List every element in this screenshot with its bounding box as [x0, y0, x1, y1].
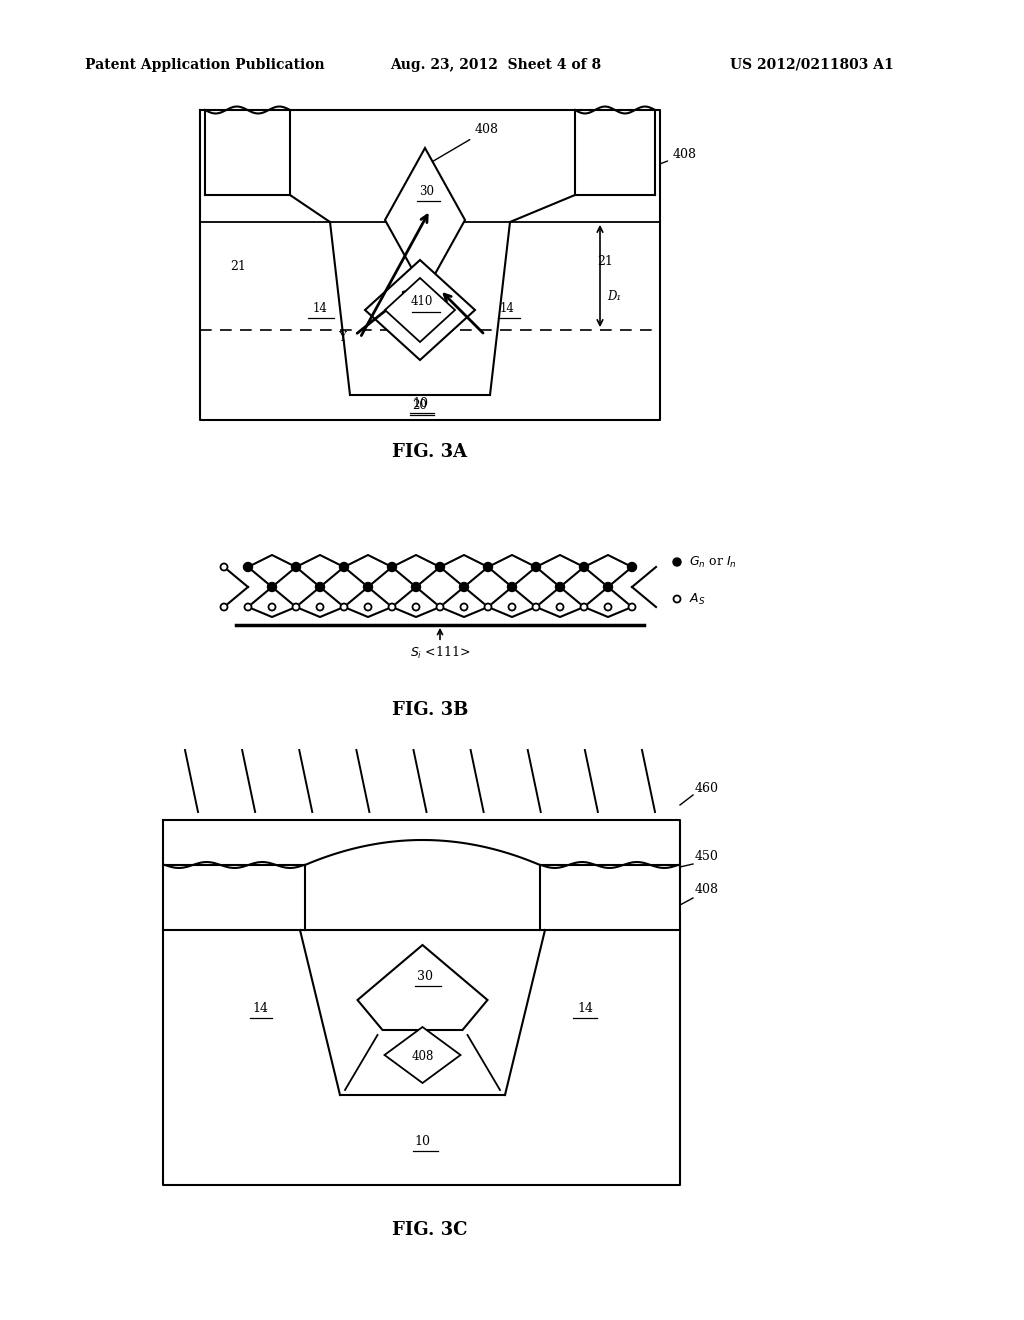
Text: 30: 30 [417, 970, 432, 983]
Text: Y: Y [338, 331, 346, 345]
Circle shape [604, 603, 611, 610]
Text: 21: 21 [597, 255, 613, 268]
Circle shape [268, 603, 275, 610]
Circle shape [267, 582, 276, 591]
Circle shape [436, 603, 443, 610]
Polygon shape [357, 945, 487, 1030]
Circle shape [581, 603, 588, 610]
Circle shape [365, 603, 372, 610]
Text: 14: 14 [500, 302, 515, 315]
Circle shape [292, 562, 300, 572]
Text: 14: 14 [312, 302, 328, 315]
Text: US 2012/0211803 A1: US 2012/0211803 A1 [730, 58, 894, 73]
Circle shape [245, 603, 252, 610]
Circle shape [220, 564, 227, 570]
Text: $G_n$ or $I_n$: $G_n$ or $I_n$ [689, 554, 736, 569]
Text: Aug. 23, 2012  Sheet 4 of 8: Aug. 23, 2012 Sheet 4 of 8 [390, 58, 601, 73]
Text: FIG. 3A: FIG. 3A [392, 444, 468, 461]
Circle shape [531, 562, 541, 572]
Circle shape [315, 582, 325, 591]
Text: 408: 408 [659, 148, 697, 164]
Circle shape [244, 562, 253, 572]
Text: 10: 10 [412, 397, 428, 411]
Circle shape [388, 603, 395, 610]
Circle shape [293, 603, 299, 610]
Circle shape [629, 603, 636, 610]
Text: FIG. 3C: FIG. 3C [392, 1221, 468, 1239]
Circle shape [460, 582, 469, 591]
Text: 408: 408 [695, 883, 719, 896]
Circle shape [435, 562, 444, 572]
Text: Patent Application Publication: Patent Application Publication [85, 58, 325, 73]
Circle shape [364, 582, 373, 591]
Circle shape [461, 603, 468, 610]
Text: 14: 14 [252, 1002, 268, 1015]
Circle shape [603, 582, 612, 591]
Circle shape [509, 603, 515, 610]
Text: 460: 460 [695, 781, 719, 795]
Text: 30: 30 [420, 185, 434, 198]
Circle shape [556, 603, 563, 610]
Text: FIG. 3B: FIG. 3B [392, 701, 468, 719]
Polygon shape [384, 1027, 461, 1082]
Circle shape [508, 582, 516, 591]
Circle shape [532, 603, 540, 610]
Text: 408: 408 [432, 123, 499, 161]
Text: 21: 21 [230, 260, 246, 273]
Text: 408: 408 [412, 1049, 434, 1063]
Circle shape [580, 562, 589, 572]
Circle shape [484, 603, 492, 610]
Text: $S_i$ <111>: $S_i$ <111> [410, 630, 470, 661]
Circle shape [412, 582, 421, 591]
Text: $A_S$: $A_S$ [689, 591, 706, 607]
Polygon shape [385, 148, 465, 292]
Circle shape [555, 582, 564, 591]
Circle shape [674, 595, 681, 602]
Circle shape [341, 603, 347, 610]
Circle shape [483, 562, 493, 572]
Circle shape [387, 562, 396, 572]
Circle shape [340, 562, 348, 572]
Circle shape [220, 603, 227, 610]
Text: 10: 10 [415, 1135, 430, 1148]
Polygon shape [385, 279, 455, 342]
Text: 20: 20 [413, 399, 427, 412]
Text: 410: 410 [411, 294, 433, 308]
Text: 450: 450 [695, 850, 719, 863]
Circle shape [413, 603, 420, 610]
Polygon shape [365, 260, 475, 360]
Circle shape [628, 562, 637, 572]
Circle shape [673, 558, 681, 566]
Text: 14: 14 [577, 1002, 593, 1015]
Circle shape [316, 603, 324, 610]
Text: D₁: D₁ [607, 290, 622, 304]
